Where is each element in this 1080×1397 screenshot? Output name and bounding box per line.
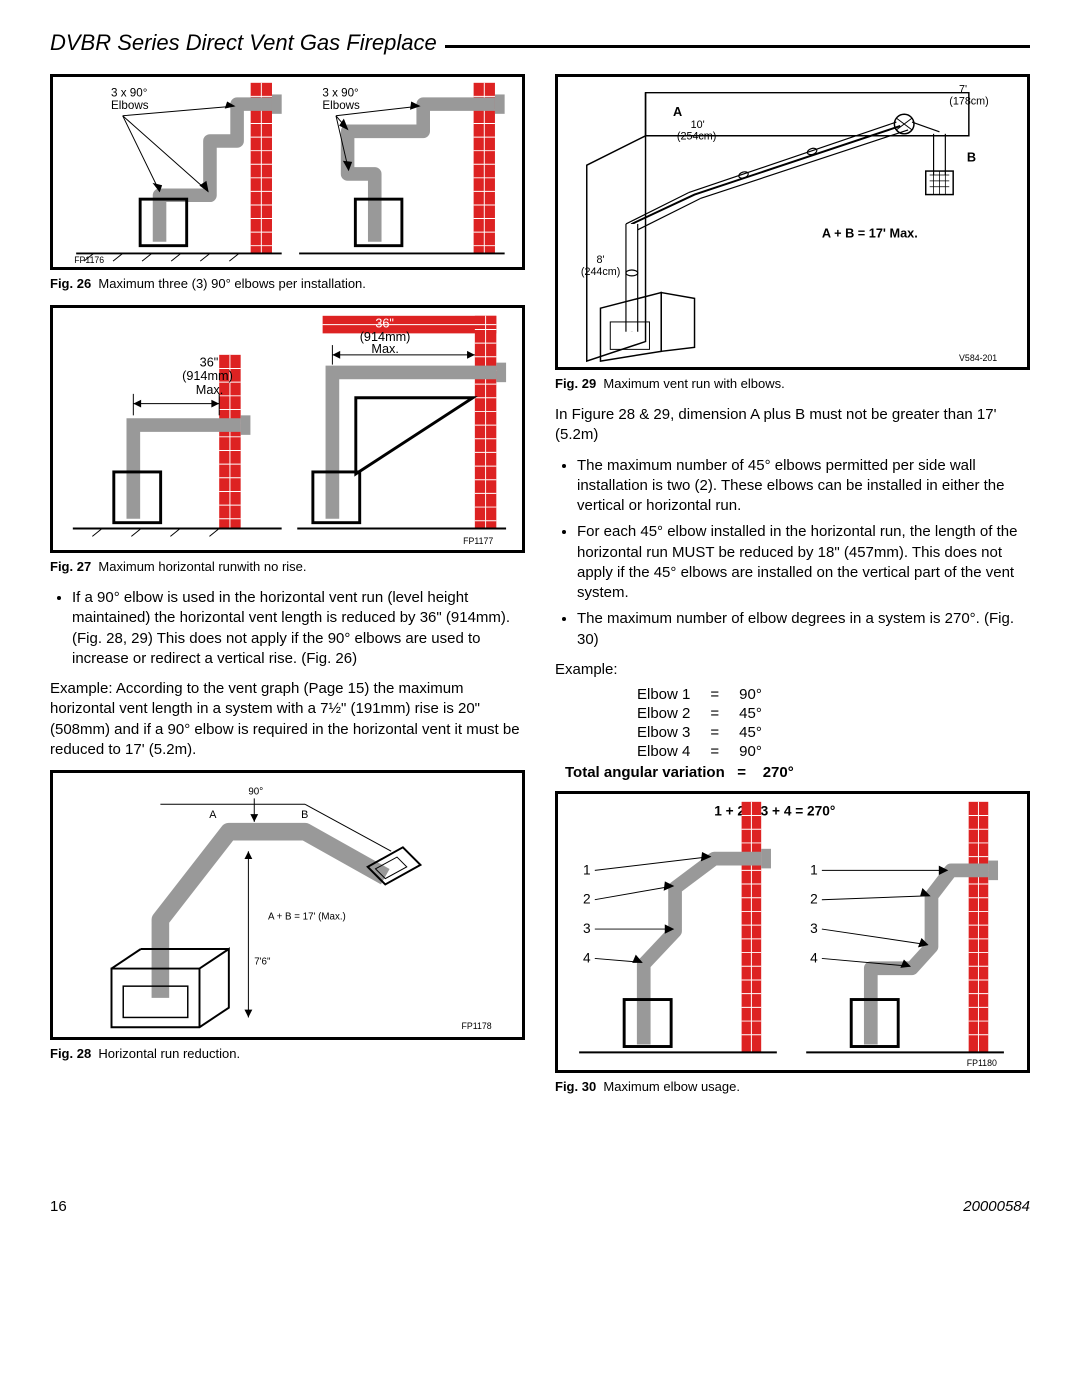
fig26-caption-num: Fig. 26	[50, 276, 91, 291]
svg-text:(254cm): (254cm)	[677, 131, 716, 143]
fig30-code: FP1180	[967, 1058, 997, 1068]
fig28-caption: Fig. 28 Horizontal run reduction.	[50, 1046, 525, 1061]
svg-text:(244cm): (244cm)	[581, 266, 620, 278]
svg-text:2: 2	[810, 892, 818, 907]
left-bullets: If a 90° elbow is used in the horizontal…	[50, 588, 525, 669]
svg-text:1 + 2 + 3 + 4 = 270°: 1 + 2 + 3 + 4 = 270°	[714, 804, 835, 819]
svg-text:4: 4	[810, 950, 818, 965]
fig28-caption-num: Fig. 28	[50, 1046, 91, 1061]
fig30-caption-num: Fig. 30	[555, 1079, 596, 1094]
fig29-caption-num: Fig. 29	[555, 376, 596, 391]
table-row: Elbow 1=90°	[637, 686, 780, 703]
fig30-box: 1 + 2 + 3 + 4 = 270°	[555, 791, 1030, 1073]
table-row: Elbow 4=90°	[637, 743, 780, 760]
svg-text:10': 10'	[691, 119, 705, 131]
fig26-label-left1: 3 x 90°	[111, 86, 147, 99]
svg-text:7'6": 7'6"	[254, 957, 271, 968]
fig28-code: FP1178	[462, 1021, 492, 1031]
fig29-code: V584-201	[959, 353, 997, 363]
svg-text:A: A	[673, 104, 682, 119]
example-label: Example:	[555, 660, 1030, 680]
svg-text:A + B = 17' (Max.): A + B = 17' (Max.)	[268, 912, 346, 923]
fig27-box: 36" (914mm) Max.	[50, 305, 525, 553]
fig29-caption: Fig. 29 Maximum vent run with elbows.	[555, 376, 1030, 391]
svg-text:90°: 90°	[248, 787, 263, 798]
svg-text:(914mm): (914mm)	[182, 369, 233, 383]
elbow-total: Total angular variation = 270°	[565, 764, 1030, 781]
page-title: DVBR Series Direct Vent Gas Fireplace	[50, 30, 437, 56]
fig27-caption-num: Fig. 27	[50, 559, 91, 574]
fig30-caption-text: Maximum elbow usage.	[603, 1079, 740, 1094]
fig26-caption: Fig. 26 Maximum three (3) 90° elbows per…	[50, 276, 525, 291]
svg-text:1: 1	[810, 862, 818, 877]
right-para1: In Figure 28 & 29, dimension A plus B mu…	[555, 405, 1030, 446]
fig26-label-right1: 3 x 90°	[322, 86, 358, 99]
svg-text:Max.: Max.	[371, 342, 398, 356]
right-bullet-1: The maximum number of 45° elbows permitt…	[577, 456, 1030, 517]
right-bullet-2: For each 45° elbow installed in the hori…	[577, 522, 1030, 603]
fig28-caption-text: Horizontal run reduction.	[98, 1046, 240, 1061]
svg-text:3: 3	[810, 921, 818, 936]
fig28-box: 90° A B A + B = 17' (Max.) 7'6" FP1178	[50, 770, 525, 1040]
fig30-caption: Fig. 30 Maximum elbow usage.	[555, 1079, 1030, 1094]
fig26-caption-text: Maximum three (3) 90° elbows per install…	[98, 276, 365, 291]
fig27-code: FP1177	[463, 536, 493, 546]
elbow-table: Elbow 1=90° Elbow 2=45° Elbow 3=45° Elbo…	[635, 684, 782, 762]
fig26-label-left2: Elbows	[111, 99, 149, 112]
svg-text:A: A	[209, 809, 217, 821]
content-columns: 3 x 90° Elbows	[50, 74, 1030, 1108]
svg-text:2: 2	[583, 892, 591, 907]
doc-number: 20000584	[963, 1198, 1030, 1215]
svg-text:36": 36"	[375, 317, 394, 331]
page-number: 16	[50, 1198, 67, 1215]
svg-text:8': 8'	[597, 254, 605, 266]
page-footer: 16 20000584	[50, 1198, 1030, 1215]
svg-text:B: B	[301, 809, 308, 821]
right-bullet-3: The maximum number of elbow degrees in a…	[577, 609, 1030, 650]
svg-text:7': 7'	[959, 84, 967, 96]
svg-text:4: 4	[583, 950, 591, 965]
left-bullet-1: If a 90° elbow is used in the horizontal…	[72, 588, 525, 669]
fig26-label-right2: Elbows	[322, 99, 360, 112]
table-row: Elbow 2=45°	[637, 705, 780, 722]
svg-text:(178cm): (178cm)	[949, 95, 988, 107]
fig26-code: FP1176	[74, 255, 104, 265]
svg-text:3: 3	[583, 921, 591, 936]
right-bullets: The maximum number of 45° elbows permitt…	[555, 456, 1030, 650]
left-example-para: Example: According to the vent graph (Pa…	[50, 679, 525, 760]
header-rule	[445, 45, 1030, 48]
fig27-caption: Fig. 27 Maximum horizontal runwith no ri…	[50, 559, 525, 574]
fig26-box: 3 x 90° Elbows	[50, 74, 525, 270]
left-column: 3 x 90° Elbows	[50, 74, 525, 1108]
fig27-caption-text: Maximum horizontal runwith no rise.	[98, 559, 306, 574]
svg-text:36": 36"	[200, 356, 219, 370]
page-header: DVBR Series Direct Vent Gas Fireplace	[50, 30, 1030, 56]
fig29-box: A 10' (254cm) 7' (178cm) B A + B = 17' M…	[555, 74, 1030, 370]
table-row: Elbow 3=45°	[637, 724, 780, 741]
svg-text:Max.: Max.	[196, 383, 223, 397]
fig29-caption-text: Maximum vent run with elbows.	[603, 376, 784, 391]
svg-text:B: B	[967, 149, 976, 164]
svg-text:1: 1	[583, 862, 591, 877]
svg-text:A + B = 17' Max.: A + B = 17' Max.	[822, 226, 918, 241]
right-column: A 10' (254cm) 7' (178cm) B A + B = 17' M…	[555, 74, 1030, 1108]
